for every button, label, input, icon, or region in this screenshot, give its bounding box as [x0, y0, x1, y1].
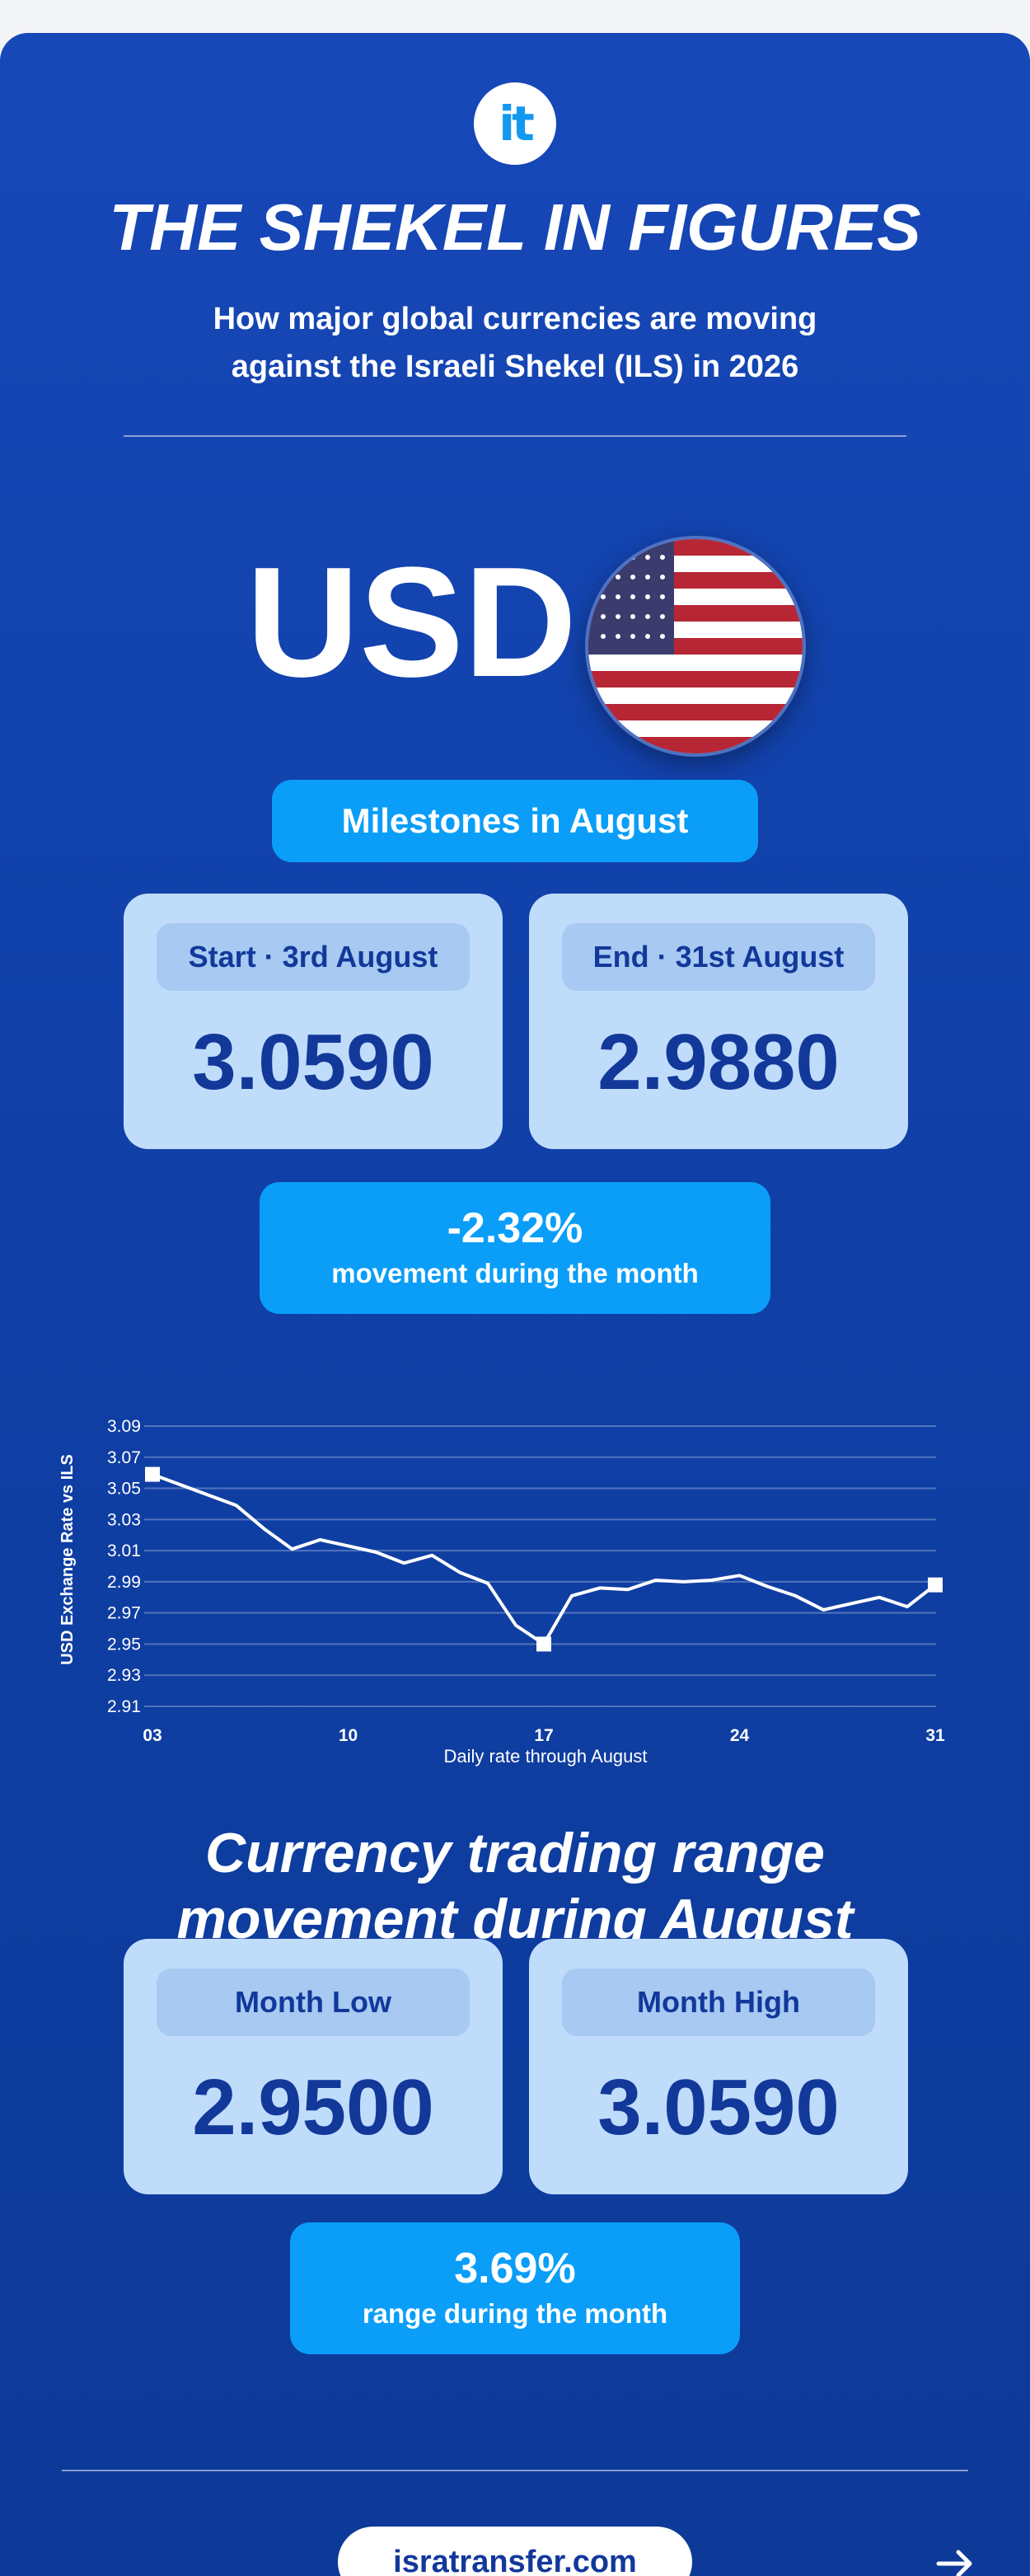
month-low-card: Month Low 2.9500: [124, 1939, 503, 2194]
x-tick-label: 31: [925, 1726, 945, 1745]
start-rate-label: Start · 3rd August: [157, 923, 470, 991]
monthly-range-badge: 3.69% range during the month: [290, 2222, 740, 2354]
series-line: [152, 1472, 937, 1646]
x-tick-label: 03: [143, 1726, 162, 1745]
data-point-marker: [145, 1466, 160, 1482]
monthly-change-percent: -2.32%: [447, 1204, 583, 1252]
range-section-title: Currency trading range movement during A…: [0, 1820, 1030, 1952]
month-low-value: 2.9500: [192, 2063, 434, 2151]
data-point-marker: [536, 1636, 551, 1652]
infographic-card: it THE SHEKEL IN FIGURES How major globa…: [0, 33, 1030, 2576]
month-high-card: Month High 3.0590: [529, 1939, 908, 2194]
y-tick-label: 3.07: [107, 1448, 141, 1467]
website-link[interactable]: isratransfer.com: [338, 2527, 692, 2576]
milestones-heading: Milestones in August: [272, 780, 758, 862]
monthly-change-badge: -2.32% movement during the month: [260, 1182, 770, 1314]
month-low-label: Month Low: [157, 1968, 470, 2036]
start-rate-value: 3.0590: [192, 1018, 434, 1106]
x-tick-label: 17: [534, 1726, 553, 1745]
month-high-label: Month High: [562, 1968, 875, 2036]
monthly-range-caption: range during the month: [362, 2298, 668, 2329]
y-tick-label: 3.09: [107, 1417, 141, 1436]
footer-divider: [62, 2470, 968, 2471]
y-tick-label: 2.93: [107, 1666, 141, 1685]
us-flag-icon: [585, 536, 806, 757]
y-tick-label: 2.99: [107, 1573, 141, 1592]
y-tick-label: 3.05: [107, 1480, 141, 1499]
end-rate-label: End · 31st August: [562, 923, 875, 991]
start-rate-card: Start · 3rd August 3.0590: [124, 894, 503, 1149]
y-tick-label: 3.03: [107, 1510, 141, 1529]
arrow-right-icon[interactable]: [935, 2547, 976, 2576]
y-tick-label: 2.97: [107, 1604, 141, 1623]
x-tick-label: 10: [339, 1726, 358, 1745]
page-subtitle: How major global currencies are moving a…: [213, 302, 817, 384]
monthly-range-percent: 3.69%: [454, 2245, 576, 2292]
currency-code: USD: [246, 535, 577, 710]
y-tick-label: 2.91: [107, 1697, 141, 1716]
y-tick-label: 3.01: [107, 1541, 141, 1560]
header-divider: [124, 435, 906, 437]
month-high-value: 3.0590: [597, 2063, 840, 2151]
exchange-rate-chart: 3.09 3.07 3.05 3.03 3.01 2.99 2.97 2.95 2.93 2.91…: [59, 1417, 945, 1767]
y-axis-label: USD Exchange Rate vs ILS: [59, 1454, 77, 1665]
monthly-change-caption: movement during the month: [331, 1258, 699, 1288]
x-tick-label: 24: [730, 1726, 750, 1745]
end-rate-card: End · 31st August 2.9880: [529, 894, 908, 1149]
y-tick-label: 2.95: [107, 1635, 141, 1654]
brand-logo: it: [474, 82, 556, 165]
range-section-title-text: Currency trading range movement during A…: [176, 1822, 854, 1950]
milestones-heading-label: Milestones in August: [341, 801, 689, 840]
end-rate-value: 2.9880: [597, 1018, 840, 1106]
data-point-marker: [928, 1577, 943, 1593]
page-title: THE SHEKEL IN FIGURES: [109, 190, 921, 264]
x-axis-label: Daily rate through August: [443, 1746, 647, 1767]
